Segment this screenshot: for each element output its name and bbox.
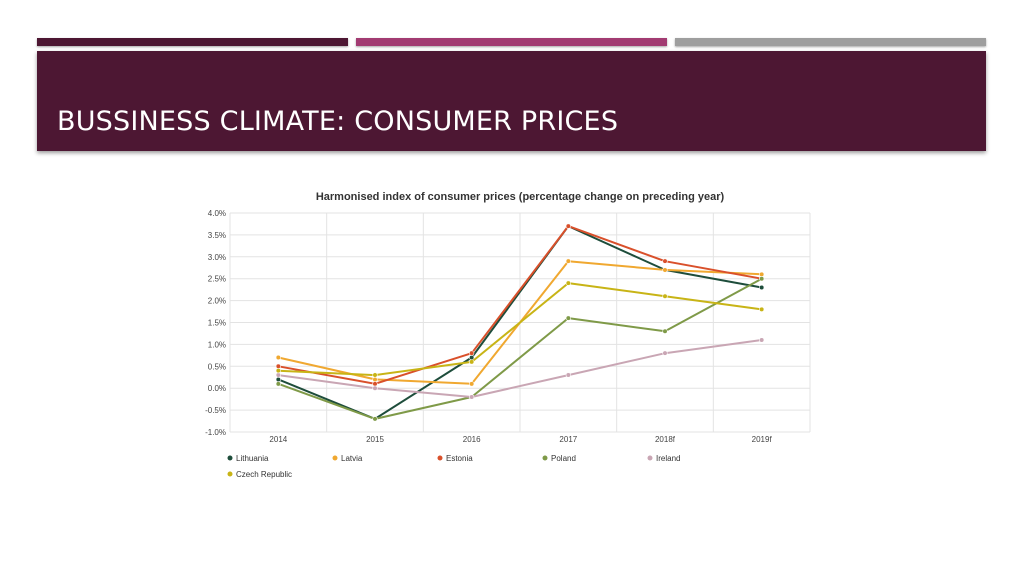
data-point bbox=[469, 381, 475, 387]
data-point bbox=[275, 381, 281, 387]
legend-label: Estonia bbox=[446, 454, 473, 463]
data-point bbox=[565, 258, 571, 264]
x-tick-label: 2015 bbox=[366, 435, 384, 444]
data-point bbox=[469, 359, 475, 365]
data-point bbox=[759, 284, 765, 291]
data-point bbox=[469, 354, 475, 361]
data-point bbox=[662, 328, 668, 334]
chart-container: Harmonised index of consumer prices (per… bbox=[190, 185, 830, 495]
title-banner: BUSSINESS CLIMATE: CONSUMER PRICES bbox=[37, 51, 986, 151]
legend-label: Latvia bbox=[341, 454, 363, 463]
legend-marker bbox=[542, 455, 548, 461]
x-tick-label: 2018f bbox=[655, 435, 676, 444]
legend-marker bbox=[227, 471, 233, 477]
hicp-line-chart: Harmonised index of consumer prices (per… bbox=[205, 191, 811, 479]
data-point bbox=[275, 376, 281, 383]
series-line bbox=[277, 277, 763, 420]
data-point bbox=[275, 354, 281, 361]
x-tick-label: 2017 bbox=[559, 435, 577, 444]
y-tick-label: 0.5% bbox=[208, 362, 226, 371]
data-point bbox=[372, 385, 378, 391]
y-tick-label: 2.5% bbox=[208, 275, 226, 284]
data-point bbox=[372, 376, 378, 383]
y-tick-label: -0.5% bbox=[205, 406, 226, 415]
accent-bar-1 bbox=[37, 38, 348, 46]
x-tick-label: 2019f bbox=[752, 435, 773, 444]
y-tick-label: -1.0% bbox=[205, 428, 226, 437]
data-point bbox=[759, 337, 765, 343]
data-point bbox=[372, 381, 378, 387]
data-point bbox=[565, 315, 571, 321]
legend-marker bbox=[227, 455, 233, 461]
legend-label: Poland bbox=[551, 454, 576, 463]
y-tick-label: 4.0% bbox=[208, 209, 226, 218]
y-tick-label: 2.0% bbox=[208, 297, 226, 306]
data-point bbox=[662, 258, 668, 264]
data-point bbox=[662, 293, 668, 299]
data-point bbox=[469, 394, 475, 400]
data-point bbox=[662, 267, 668, 273]
data-point bbox=[275, 368, 281, 374]
x-tick-label: 2014 bbox=[269, 435, 287, 444]
data-point bbox=[372, 372, 378, 378]
data-point bbox=[662, 350, 668, 356]
data-point bbox=[469, 350, 475, 356]
series-line bbox=[278, 282, 762, 377]
accent-bar-2 bbox=[356, 38, 667, 46]
y-tick-label: 3.5% bbox=[208, 231, 226, 240]
x-tick-label: 2016 bbox=[463, 435, 481, 444]
legend-label: Czech Republic bbox=[236, 470, 292, 479]
series-line bbox=[278, 339, 762, 398]
y-tick-label: 1.0% bbox=[208, 340, 226, 349]
data-point bbox=[565, 223, 571, 229]
slide-title: BUSSINESS CLIMATE: CONSUMER PRICES bbox=[57, 106, 619, 137]
data-point bbox=[372, 416, 378, 422]
data-point bbox=[759, 306, 765, 312]
legend-label: Ireland bbox=[656, 454, 680, 463]
data-point bbox=[565, 372, 571, 378]
data-point bbox=[565, 280, 571, 286]
series-line bbox=[278, 225, 762, 385]
y-tick-label: 3.0% bbox=[208, 253, 226, 262]
data-point bbox=[759, 271, 765, 277]
legend-marker bbox=[332, 455, 338, 461]
data-point bbox=[275, 363, 281, 369]
legend-marker bbox=[437, 455, 443, 461]
y-tick-label: 0.0% bbox=[208, 384, 226, 393]
data-point bbox=[275, 372, 281, 378]
accent-bar-3 bbox=[675, 38, 986, 46]
chart-title: Harmonised index of consumer prices (per… bbox=[316, 191, 725, 203]
legend-label: Lithuania bbox=[236, 454, 269, 463]
legend-marker bbox=[647, 455, 653, 461]
y-tick-label: 1.5% bbox=[208, 319, 226, 328]
data-point bbox=[759, 276, 765, 282]
